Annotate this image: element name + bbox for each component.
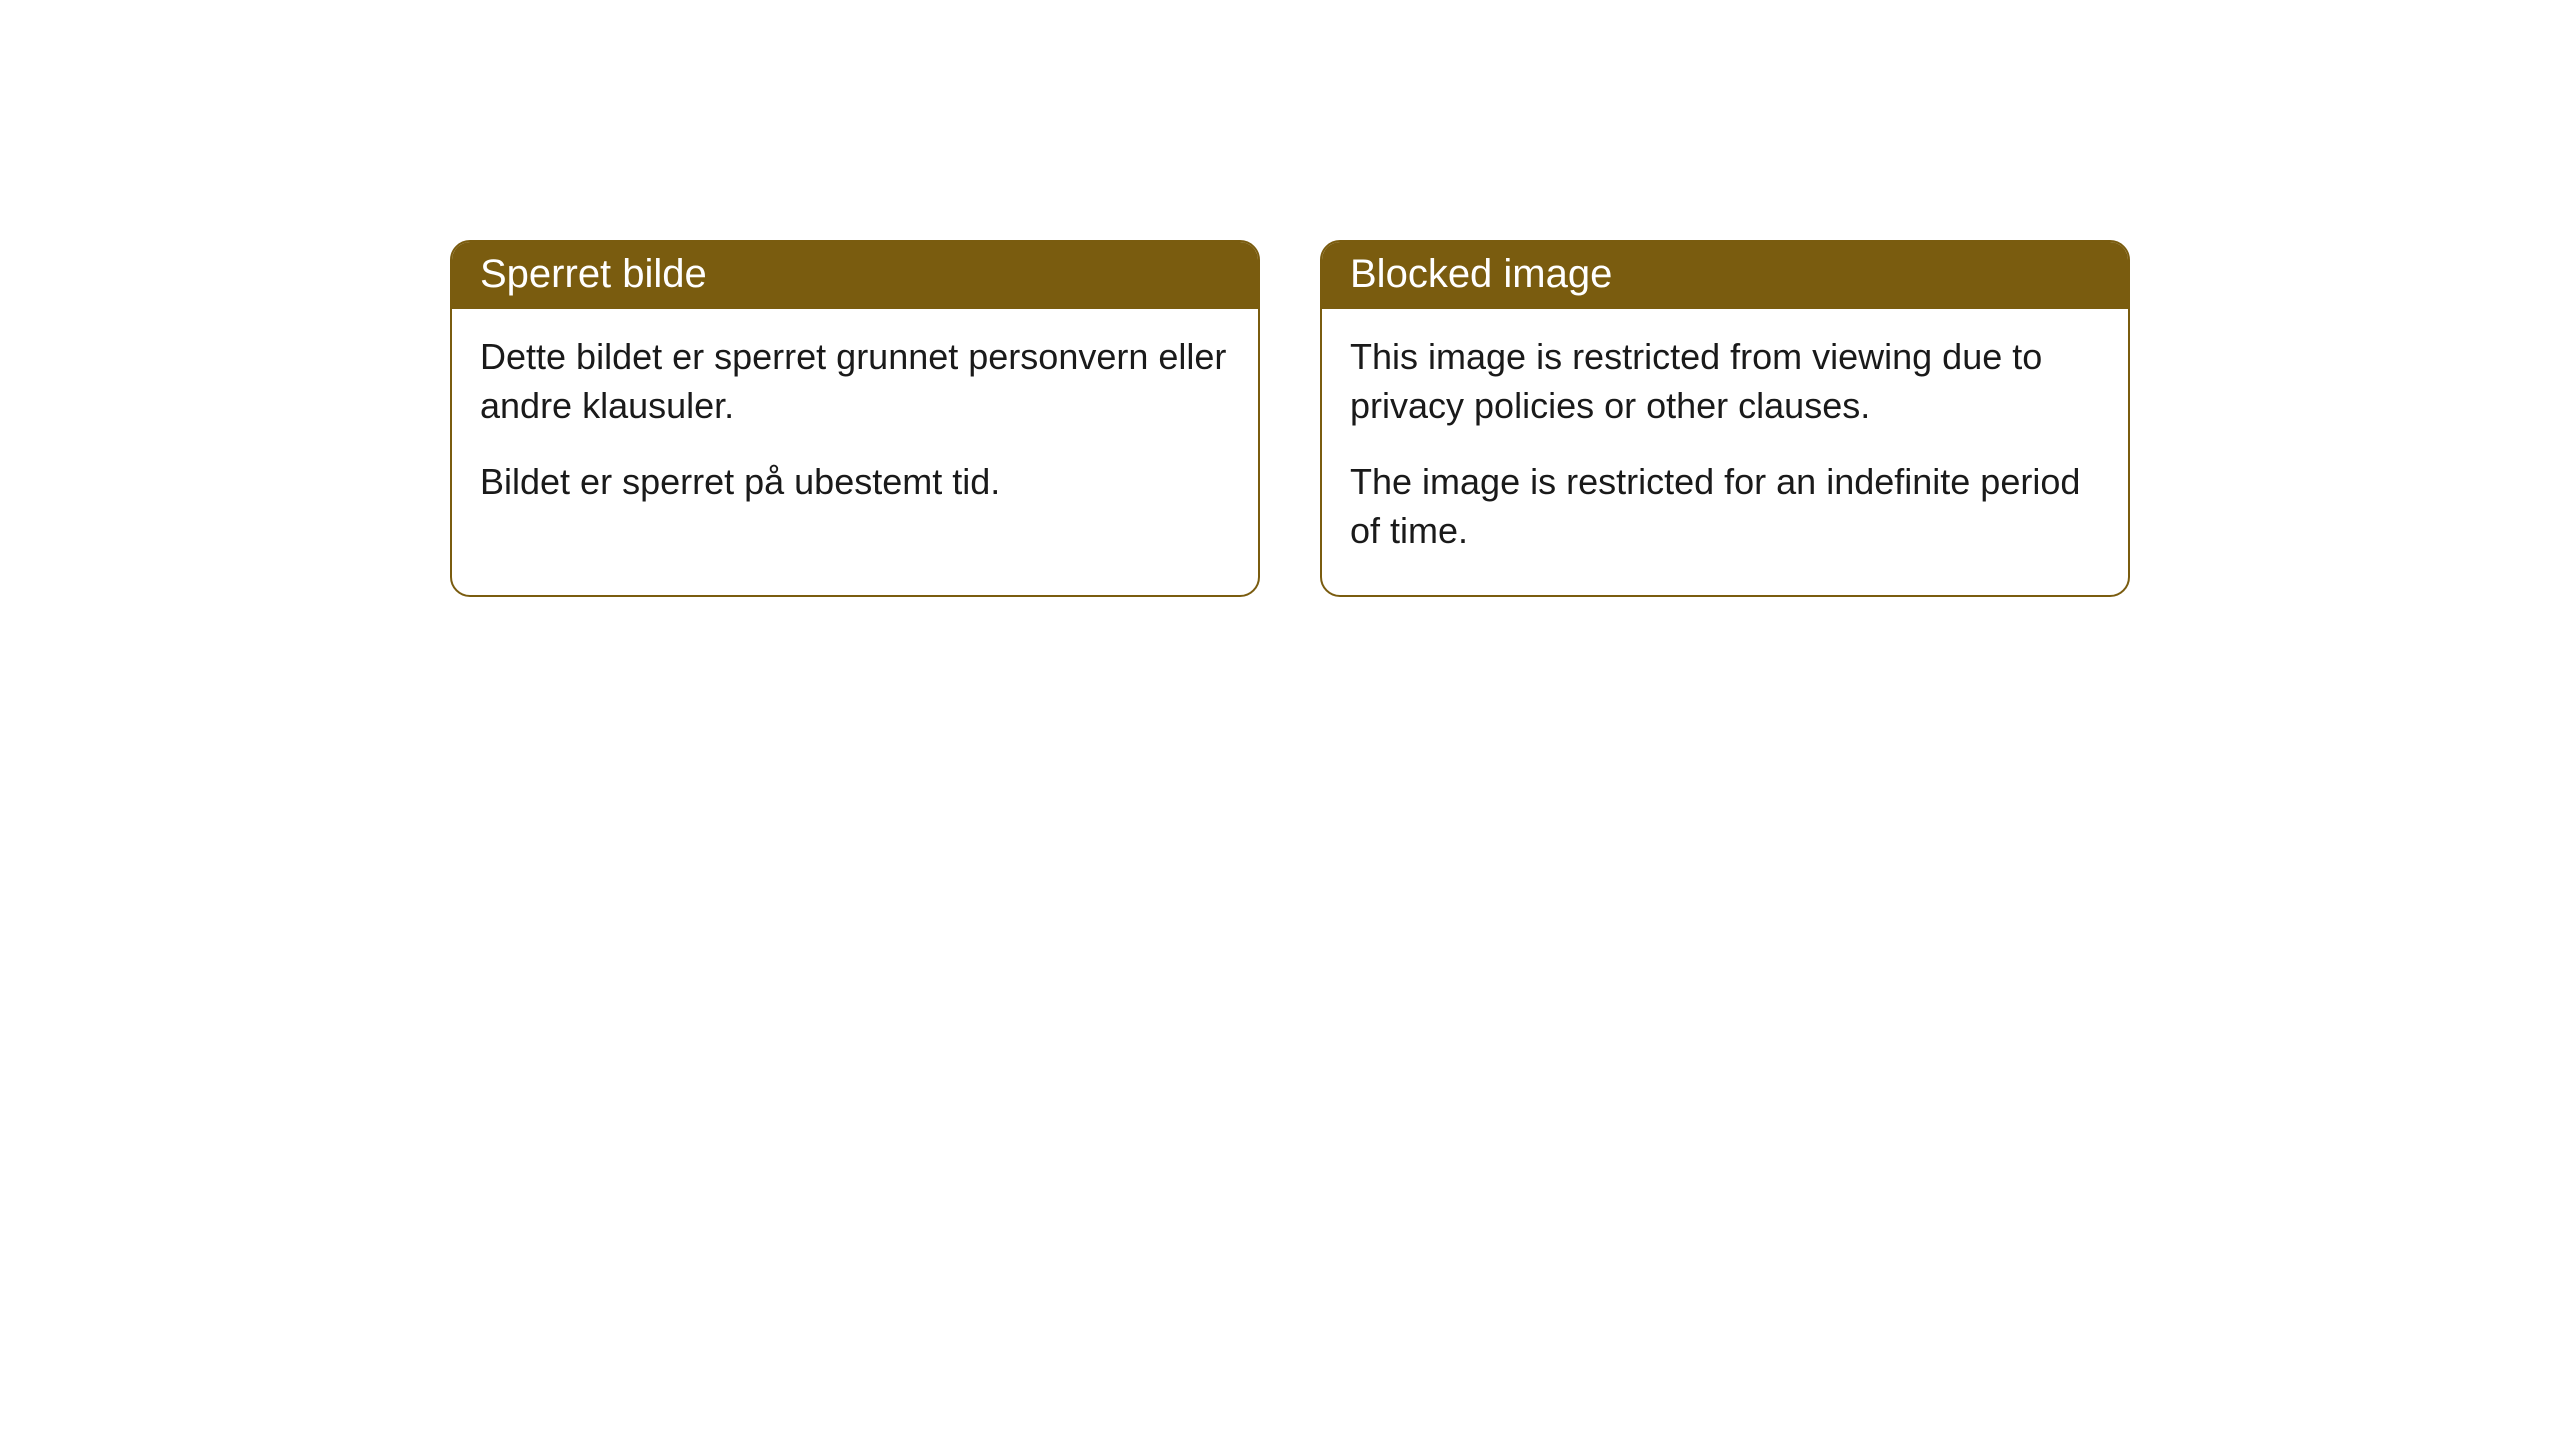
- card-paragraph: Bildet er sperret på ubestemt tid.: [480, 458, 1230, 507]
- card-body-english: This image is restricted from viewing du…: [1322, 309, 2128, 595]
- card-body-norwegian: Dette bildet er sperret grunnet personve…: [452, 309, 1258, 547]
- notice-card-norwegian: Sperret bilde Dette bildet er sperret gr…: [450, 240, 1260, 597]
- card-paragraph: Dette bildet er sperret grunnet personve…: [480, 333, 1230, 430]
- card-header-norwegian: Sperret bilde: [452, 242, 1258, 309]
- notice-cards-container: Sperret bilde Dette bildet er sperret gr…: [450, 240, 2130, 597]
- notice-card-english: Blocked image This image is restricted f…: [1320, 240, 2130, 597]
- card-paragraph: This image is restricted from viewing du…: [1350, 333, 2100, 430]
- card-header-english: Blocked image: [1322, 242, 2128, 309]
- card-paragraph: The image is restricted for an indefinit…: [1350, 458, 2100, 555]
